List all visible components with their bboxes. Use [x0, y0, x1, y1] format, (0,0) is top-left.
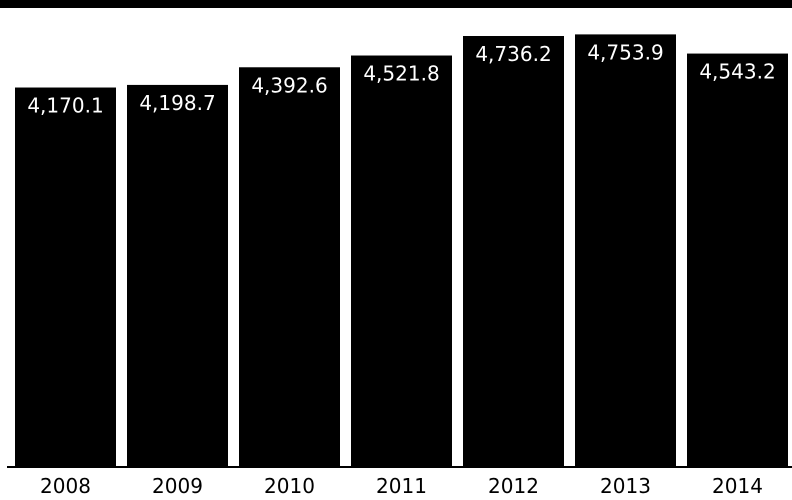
- x-tick-label-2013: 2013: [600, 474, 651, 498]
- x-tick-label-2009: 2009: [152, 474, 203, 498]
- value-label-2008: 4,170.1: [27, 94, 103, 118]
- x-tick-label-2014: 2014: [712, 474, 763, 498]
- value-label-2010: 4,392.6: [251, 73, 327, 97]
- bars-group: [15, 34, 788, 468]
- value-label-2014: 4,543.2: [699, 60, 775, 84]
- value-label-2012: 4,736.2: [475, 42, 551, 66]
- x-tick-label-2010: 2010: [264, 474, 315, 498]
- value-label-2011: 4,521.8: [363, 62, 439, 86]
- x-tick-labels-group: 2008 2009 2010 2011 2012 2013 2014: [40, 474, 763, 498]
- value-label-2013: 4,753.9: [587, 40, 663, 64]
- bar-2013: [575, 34, 676, 467]
- bar-2010: [239, 67, 340, 467]
- bar-2008: [15, 87, 116, 467]
- x-tick-label-2012: 2012: [488, 474, 539, 498]
- bar-2009: [127, 84, 228, 467]
- top-band: [0, 0, 792, 8]
- bar-2011: [351, 55, 452, 467]
- value-label-2009: 4,198.7: [139, 91, 215, 115]
- x-tick-label-2008: 2008: [40, 474, 91, 498]
- value-labels-group: 4,170.1 4,198.7 4,392.6 4,521.8 4,736.2 4,753…: [27, 40, 775, 117]
- x-tick-label-2011: 2011: [376, 474, 427, 498]
- bar-2012: [463, 36, 564, 467]
- bar-2014: [687, 53, 788, 468]
